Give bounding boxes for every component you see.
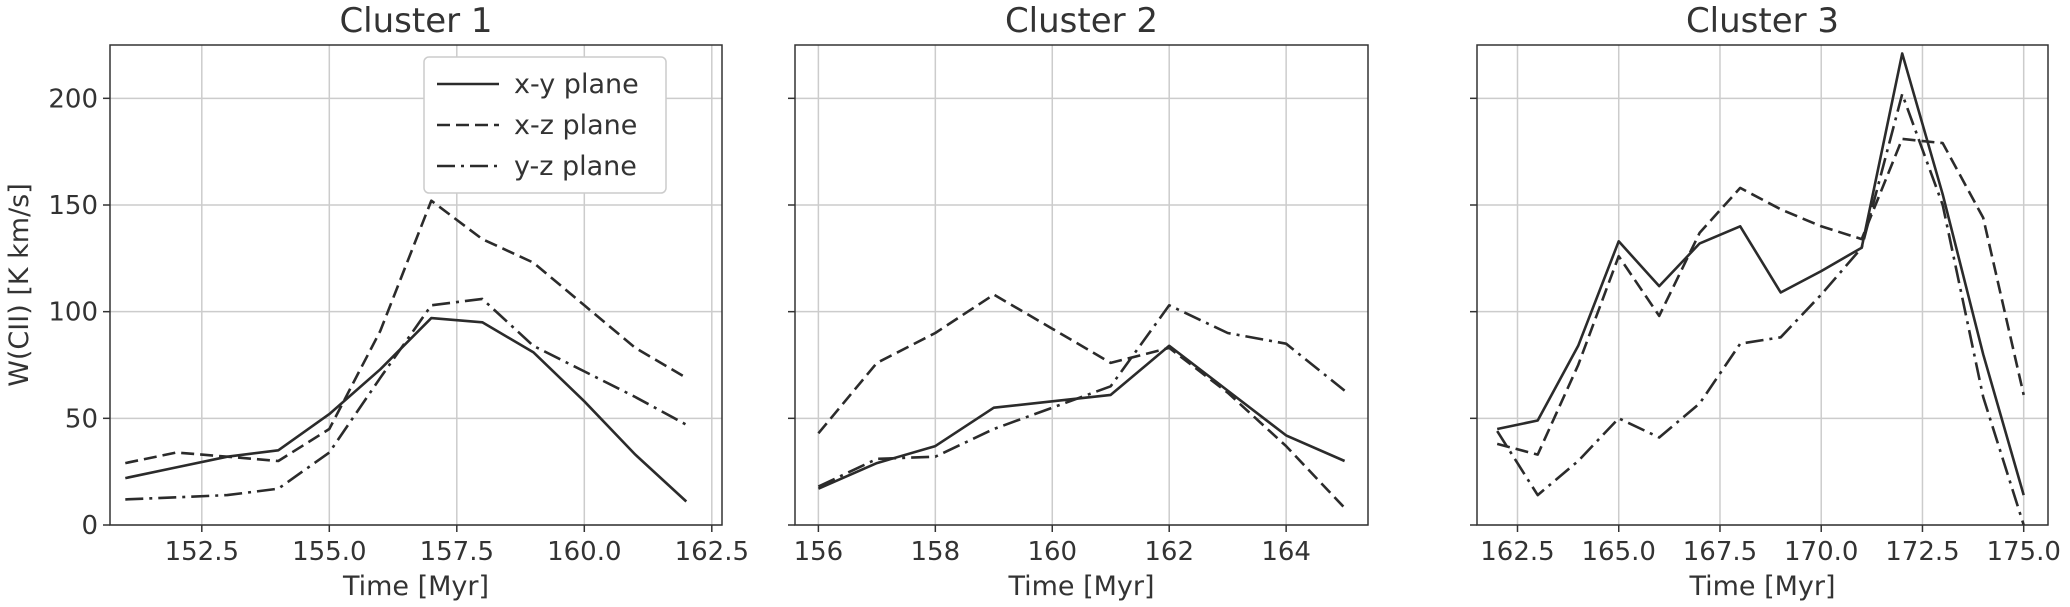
y-tick-label: 150 [48,191,98,221]
x-tick-label: 162.5 [675,537,749,567]
x-tick-label: 172.5 [1885,537,1959,567]
y-tick-label: 100 [48,298,98,328]
x-tick-label: 160.0 [547,537,621,567]
x-tick-label: 156 [794,537,844,567]
series-line-y-z-plane [125,297,687,501]
chart-title: Cluster 3 [1686,1,1839,41]
x-tick-label: 160 [1027,537,1077,567]
chart-title: Cluster 1 [339,1,492,41]
series-line-x-y-plane [817,344,1346,490]
y-tick-label: 0 [81,511,98,541]
y-tick-label: 50 [65,404,98,434]
legend-label: x-z plane [514,110,637,141]
x-tick-label: 175.0 [1986,537,2060,567]
series-line-x-z-plane [1496,137,2025,456]
x-axis-label: Time [Myr] [1007,571,1154,602]
series-line-y-z-plane [817,303,1346,488]
panel-cluster-2: 156 158 160 162 164 Cluster 2 Time [Myr] [788,1,1369,602]
legend-label: y-z plane [514,151,637,182]
series-line-y-z-plane [1496,92,2025,526]
x-tick-label: 167.5 [1683,537,1757,567]
chart-title: Cluster 2 [1005,1,1158,41]
y-axis-label: W(CII) [K km/s] [4,183,35,387]
y-tick-label: 200 [48,84,98,114]
x-axis-label: Time [Myr] [1688,571,1835,602]
x-tick-label: 165.0 [1582,537,1656,567]
x-axis-label: Time [Myr] [342,571,489,602]
plot-frame [794,44,1369,526]
series-line-x-y-plane [125,316,688,503]
legend: x-y plane x-z plane y-z plane [423,56,667,194]
legend-label: x-y plane [514,69,639,100]
legend-box [423,56,667,194]
x-tick-label: 157.5 [420,537,494,567]
series-line-x-z-plane [125,199,687,465]
panel-cluster-1: 152.5 155.0 157.5 160.0 162.5 0 50 100 150 200 Clu… [4,1,749,602]
plot-frame [1476,44,2049,526]
x-tick-label: 152.5 [165,537,239,567]
plot-frame [109,44,723,526]
x-tick-label: 164 [1261,537,1311,567]
series-line-x-z-plane [817,293,1346,509]
x-tick-label: 162.5 [1480,537,1554,567]
series-line-x-y-plane [1496,52,2025,496]
panel-cluster-3: 162.5 165.0 167.5 170.0 172.5 175.0 Cluster 3 T… [1470,1,2061,602]
x-tick-label: 158 [911,537,961,567]
x-tick-label: 155.0 [292,537,366,567]
x-tick-label: 170.0 [1784,537,1858,567]
x-tick-label: 162 [1144,537,1194,567]
